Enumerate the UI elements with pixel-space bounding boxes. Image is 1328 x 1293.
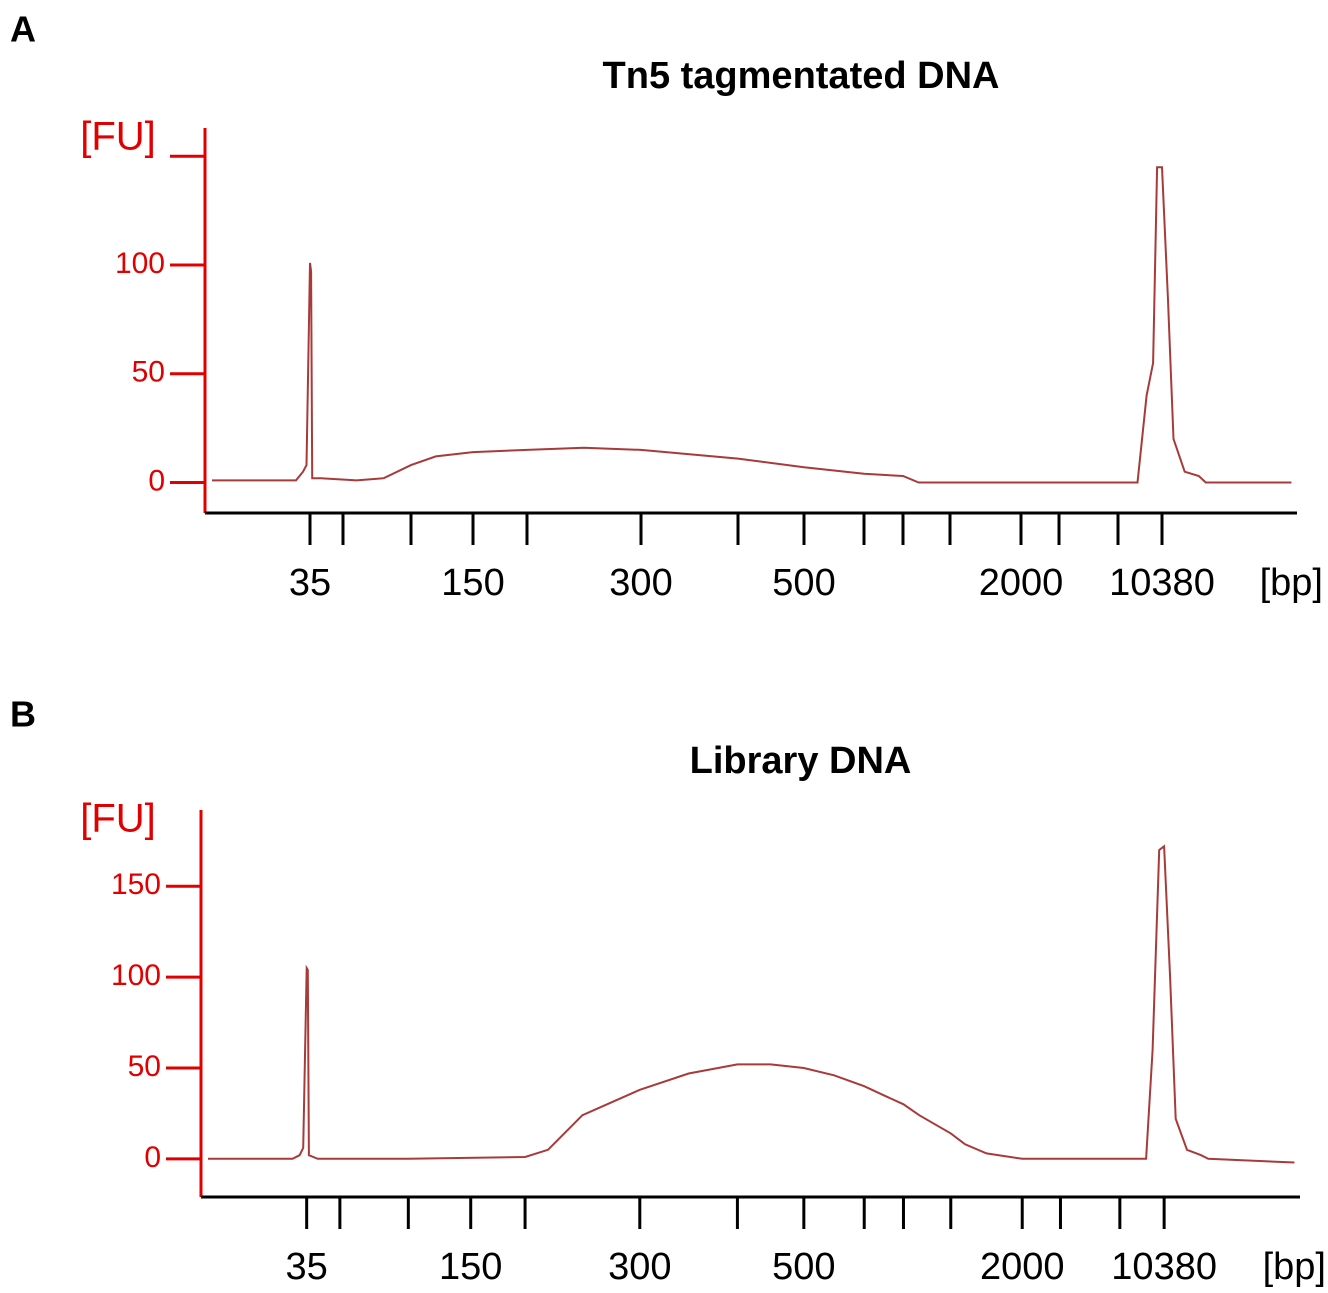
x-tick-label: 300 — [608, 1246, 671, 1288]
x-axis-label: [bp] — [1260, 562, 1323, 604]
x-tick-label: 10380 — [1111, 1246, 1217, 1288]
x-tick-label: 150 — [441, 562, 504, 604]
chart-title: Library DNA — [690, 740, 912, 782]
y-tick-label: 100 — [115, 247, 165, 280]
panel-label: B — [10, 694, 36, 735]
x-tick-label: 2000 — [979, 562, 1064, 604]
y-tick-label: 100 — [111, 959, 161, 992]
x-tick-label: 35 — [286, 1246, 328, 1288]
y-tick-label: 50 — [132, 356, 165, 389]
x-tick-label: 500 — [772, 1246, 835, 1288]
chart-title: Tn5 tagmentated DNA — [603, 55, 1000, 97]
y-axis-label: [FU] — [80, 797, 156, 841]
x-tick-label: 300 — [609, 562, 672, 604]
panel-label: A — [10, 9, 36, 50]
x-tick-label: 500 — [772, 562, 835, 604]
y-tick-label: 0 — [144, 1141, 161, 1174]
trace-line — [208, 844, 1295, 1164]
x-tick-label: 2000 — [980, 1246, 1065, 1288]
x-axis-label: [bp] — [1263, 1246, 1326, 1288]
trace-line — [212, 166, 1292, 484]
x-tick-label: 35 — [289, 562, 331, 604]
y-tick-label: 150 — [111, 868, 161, 901]
y-axis-label: [FU] — [80, 115, 156, 159]
y-tick-label: 50 — [128, 1050, 161, 1083]
x-tick-label: 10380 — [1109, 562, 1215, 604]
x-tick-label: 150 — [439, 1246, 502, 1288]
y-tick-label: 0 — [148, 464, 165, 497]
